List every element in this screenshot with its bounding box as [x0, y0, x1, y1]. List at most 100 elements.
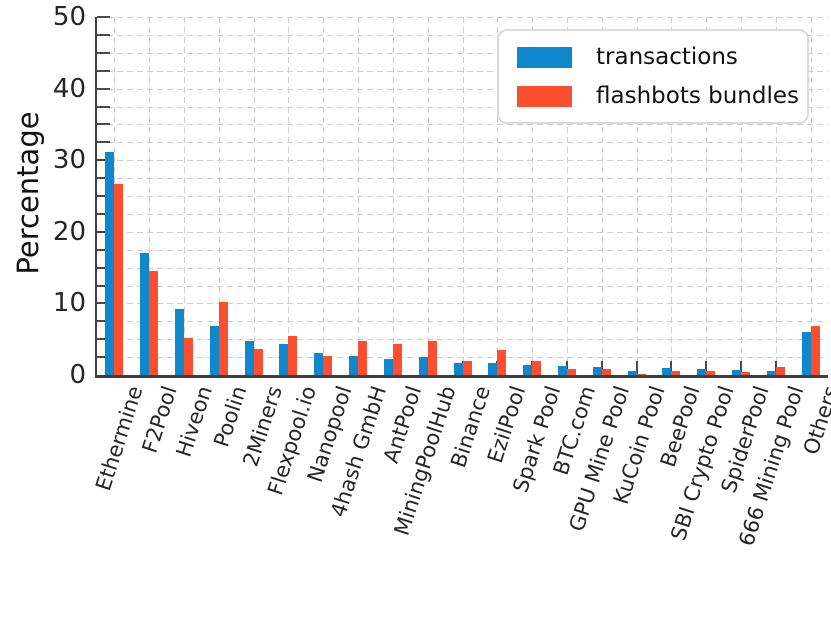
bar-flashbots-bundles-antpool [392, 344, 402, 375]
y-tick-label-20: 20 [52, 216, 86, 247]
bar-transactions-others [801, 332, 811, 375]
bar-transactions-4hash-gmbh [349, 355, 359, 375]
bar-flashbots-bundles-sbi-crypto-pool [706, 371, 716, 375]
gridline-vertical [323, 17, 325, 375]
legend-swatch-transactions [517, 46, 572, 68]
bar-transactions-2miners [244, 340, 254, 375]
bar-transactions-ezilpool [488, 362, 498, 375]
bar-flashbots-bundles-ezilpool [497, 349, 507, 375]
gridline-vertical [497, 17, 499, 375]
plot-area [95, 16, 828, 378]
y-tick-mark [97, 33, 110, 36]
y-tick-label-50: 50 [52, 2, 86, 32]
y-tick-mark [97, 302, 110, 305]
bar-flashbots-bundles-spark-pool [532, 360, 542, 375]
legend: transactions flashbots bundles [497, 29, 809, 124]
y-tick-mark [97, 248, 110, 251]
legend-item-flashbots-bundles: flashbots bundles [517, 83, 799, 109]
bar-transactions-btc-com [557, 365, 567, 375]
bar-flashbots-bundles-666-mining-pool [775, 367, 785, 375]
bar-flashbots-bundles-ethermine [114, 183, 124, 375]
bar-transactions-ethermine [105, 151, 115, 375]
bar-flashbots-bundles-kucoin-pool [636, 374, 646, 375]
gridline-vertical [392, 17, 394, 375]
bar-transactions-spark-pool [523, 364, 533, 375]
bar-flashbots-bundles-flexpool-io [288, 335, 298, 375]
y-tick-mark [97, 177, 110, 180]
bar-transactions-666-mining-pool [766, 370, 776, 375]
y-tick-label-40: 40 [52, 73, 86, 104]
bar-transactions-poolin [209, 325, 219, 375]
gridline-vertical [775, 17, 777, 375]
gridline-vertical [462, 17, 464, 375]
y-tick-mark [97, 230, 110, 233]
bar-flashbots-bundles-spiderpool [740, 372, 750, 375]
gridline-vertical [288, 17, 290, 375]
bar-flashbots-bundles-poolin [218, 301, 228, 375]
y-tick-mark [97, 105, 110, 108]
bar-transactions-gpu-mine-pool [592, 367, 602, 375]
gridline-vertical [810, 17, 812, 375]
y-tick-mark [97, 284, 110, 287]
gridline-vertical [149, 17, 151, 375]
y-tick-mark [97, 212, 110, 215]
y-tick-mark [97, 87, 110, 90]
y-tick-mark [97, 266, 110, 269]
bar-flashbots-bundles-beepool [671, 370, 681, 375]
gridline-vertical [740, 17, 742, 375]
y-tick-mark [97, 141, 110, 144]
bar-flashbots-bundles-btc-com [566, 368, 576, 375]
bar-flashbots-bundles-2miners [253, 349, 263, 375]
bar-flashbots-bundles-miningpoolhub [427, 341, 437, 375]
y-tick-mark [97, 51, 110, 54]
x-tick-mark [739, 361, 742, 375]
bar-flashbots-bundles-others [810, 326, 820, 375]
y-tick-mark [97, 320, 110, 323]
y-tick-mark [97, 123, 110, 126]
x-tick-label-ethermine: Ethermine [90, 383, 148, 494]
gridline-vertical [427, 17, 429, 375]
bar-transactions-antpool [383, 359, 393, 375]
bar-transactions-miningpoolhub [418, 357, 428, 375]
gridline-vertical [636, 17, 638, 375]
x-tick-mark [600, 361, 603, 375]
bar-flashbots-bundles-binance [462, 360, 472, 375]
bar-transactions-sbi-crypto-pool [697, 368, 707, 375]
bar-flashbots-bundles-nanopool [323, 356, 333, 375]
bar-flashbots-bundles-f2pool [149, 271, 159, 375]
y-tick-label-30: 30 [52, 145, 86, 176]
gridline-vertical [184, 17, 186, 375]
x-tick-mark [635, 361, 638, 375]
y-tick-label-10: 10 [52, 288, 86, 319]
bar-transactions-spiderpool [731, 370, 741, 375]
gridline-vertical [358, 17, 360, 375]
bar-transactions-f2pool [140, 252, 150, 375]
y-tick-mark [97, 159, 110, 162]
bar-transactions-hiveon [175, 309, 185, 375]
bar-transactions-beepool [662, 367, 672, 375]
legend-label-transactions: transactions [596, 44, 738, 70]
y-tick-mark [97, 338, 110, 341]
x-tick-mark [670, 361, 673, 375]
y-tick-mark [97, 16, 110, 18]
y-tick-mark [97, 356, 110, 359]
y-tick-mark [97, 69, 110, 72]
y-tick-mark [97, 195, 110, 197]
bar-transactions-kucoin-pool [627, 371, 637, 375]
gridline-vertical [706, 17, 708, 375]
y-axis-title: Percentage [11, 111, 45, 275]
bar-flashbots-bundles-hiveon [184, 338, 194, 375]
bar-transactions-binance [453, 362, 463, 375]
gridline-vertical [253, 17, 255, 375]
y-tick-label-0: 0 [69, 360, 86, 390]
bar-flashbots-bundles-4hash-gmbh [358, 341, 368, 375]
gridline-vertical [566, 17, 568, 375]
gridline-vertical [671, 17, 673, 375]
x-tick-mark [565, 361, 568, 375]
gridline-vertical [601, 17, 603, 375]
gridline-vertical [532, 17, 534, 375]
legend-label-flashbots-bundles: flashbots bundles [596, 83, 800, 109]
bar-transactions-flexpool-io [279, 344, 289, 375]
legend-item-transactions: transactions [517, 44, 789, 70]
